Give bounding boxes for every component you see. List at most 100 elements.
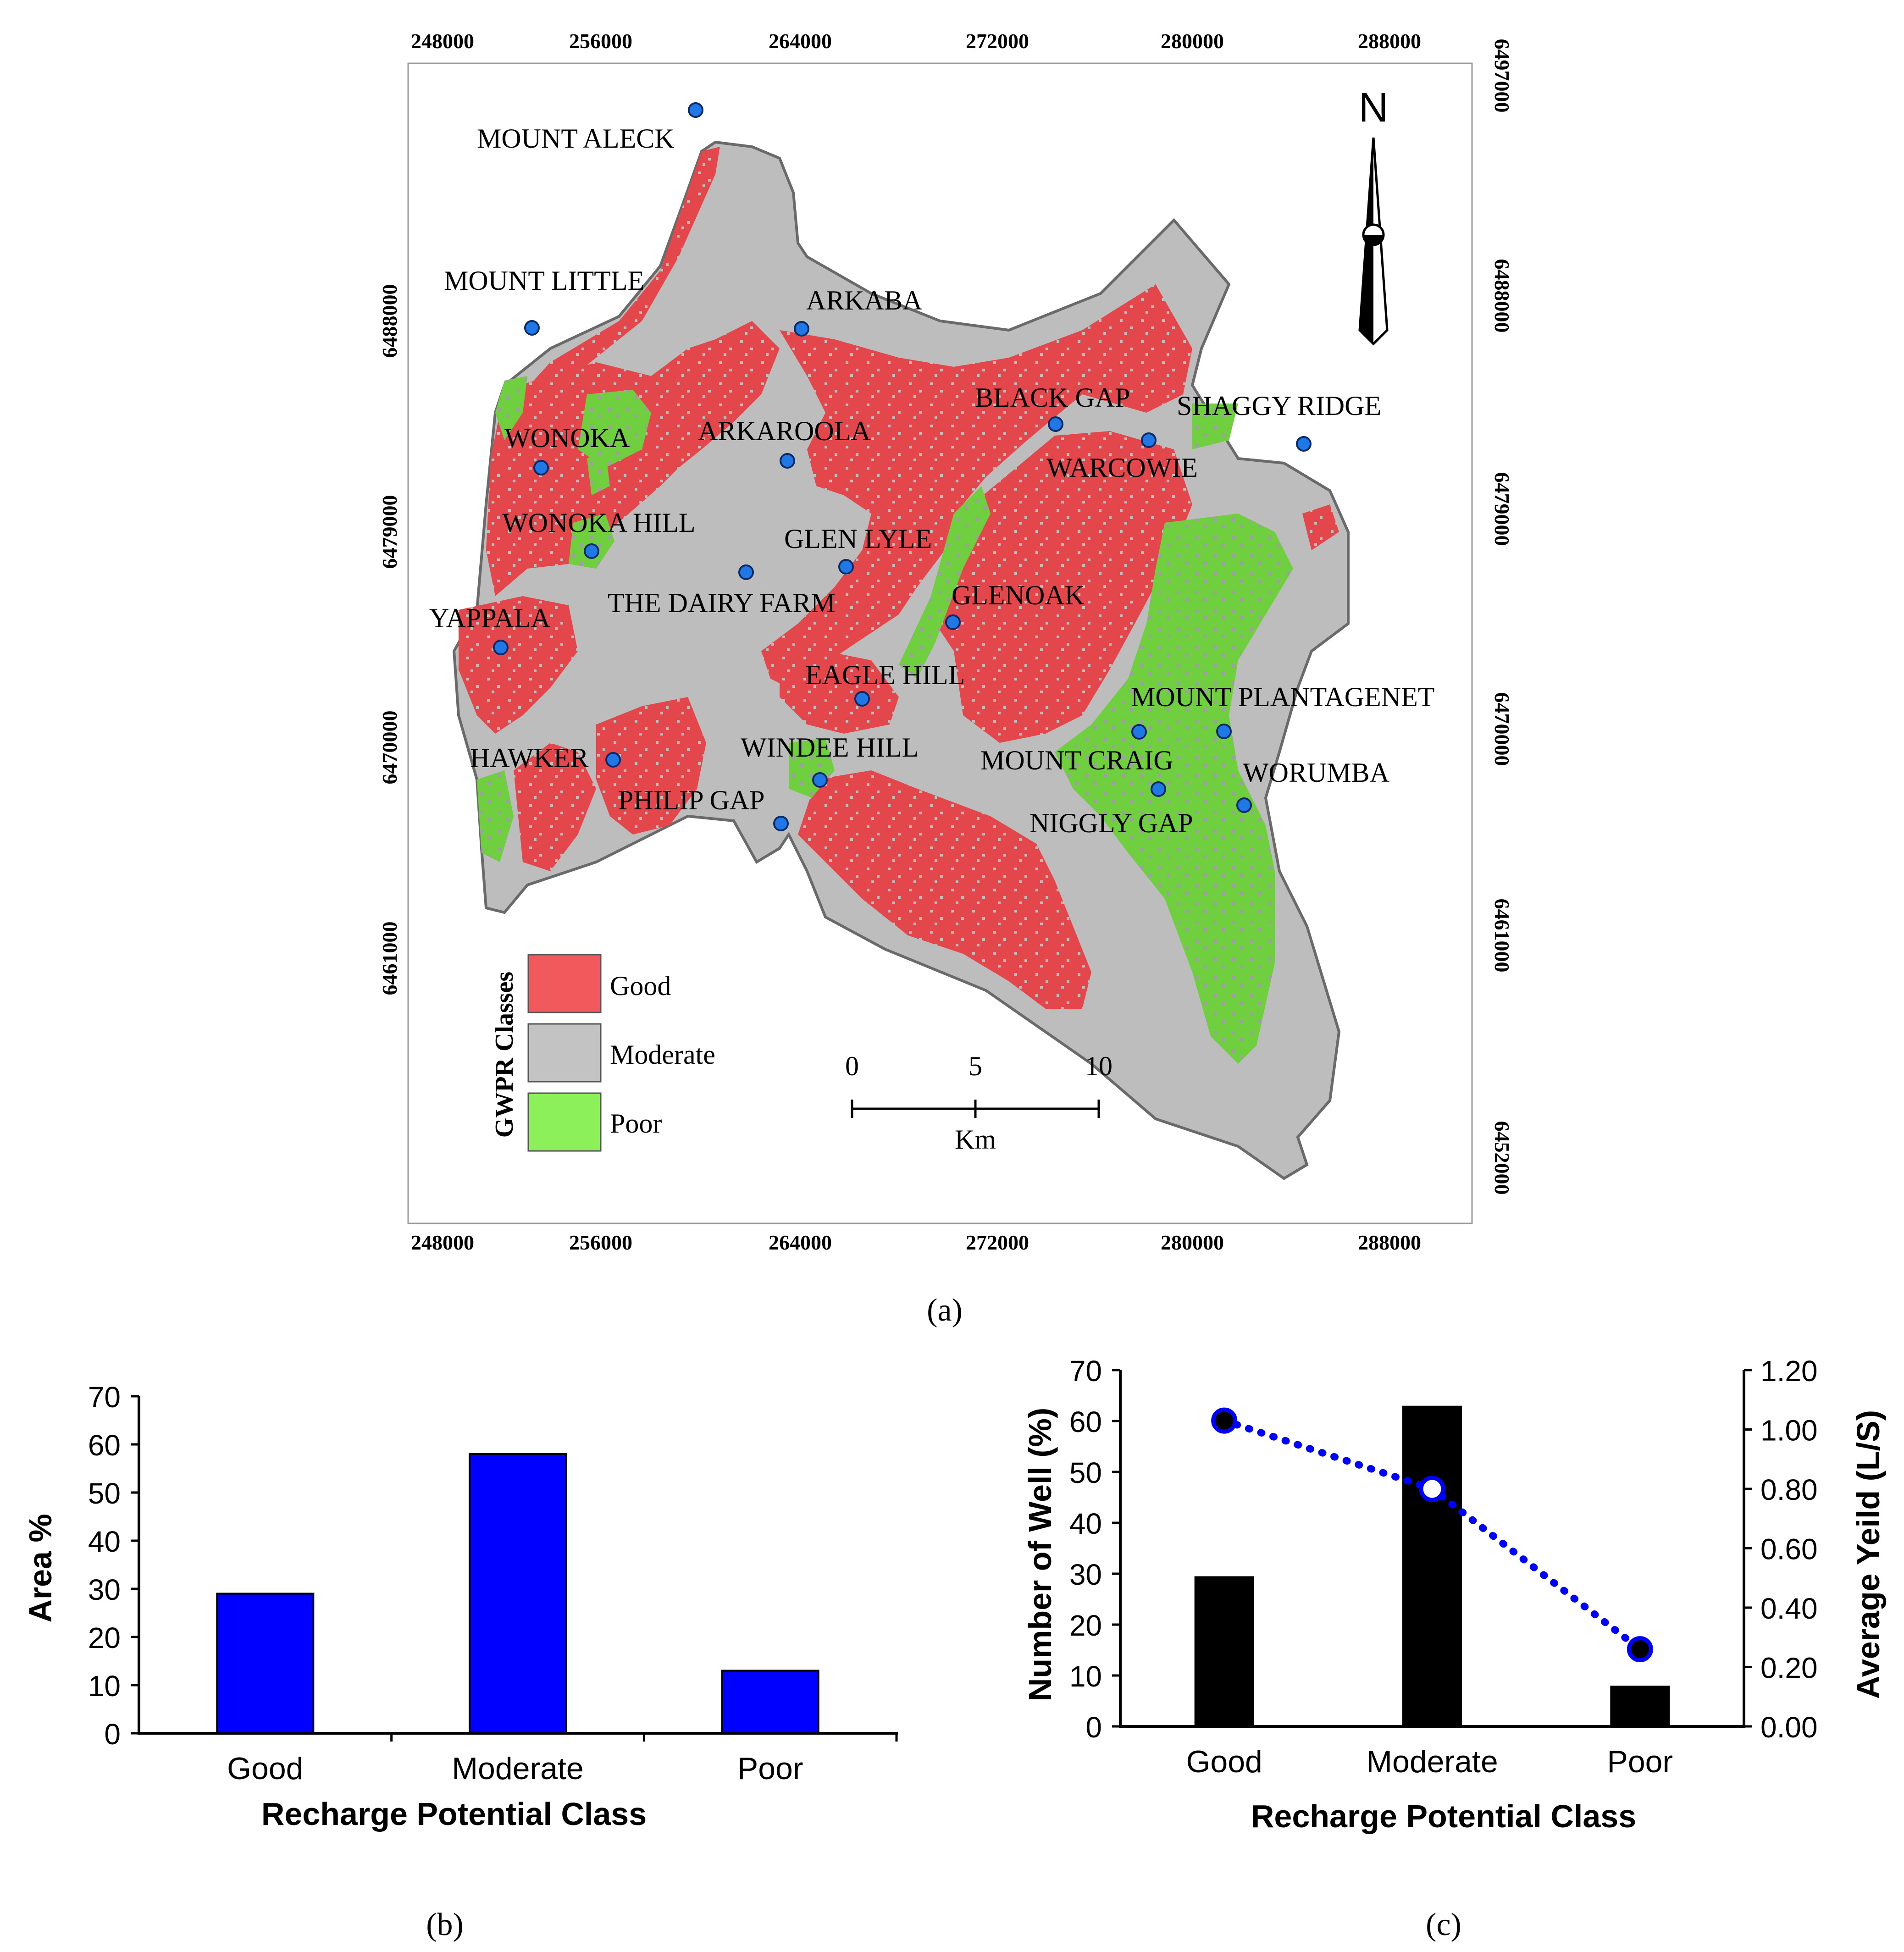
legend-swatch-good [527, 954, 602, 1013]
place-marker[interactable] [1141, 432, 1157, 448]
place-marker[interactable] [584, 543, 599, 559]
place-marker[interactable] [1296, 436, 1312, 452]
chart-c-y2-tick-label: 1.00 [1760, 1414, 1818, 1447]
y-tick-left-2: 6479000 [378, 495, 401, 569]
scale-bar: 0 5 10 Km [845, 1051, 1113, 1155]
map-y-ticks-right: 6497000 6488000 6479000 6470000 6461000 … [1490, 39, 1514, 1195]
place-marker[interactable] [812, 772, 828, 788]
place-marker[interactable] [838, 559, 854, 575]
north-arrow-label: N [1359, 85, 1389, 131]
legend-label-moderate: Moderate [610, 1040, 715, 1070]
place-marker[interactable] [533, 460, 549, 476]
chart-c-yield-point [1627, 1636, 1653, 1663]
chart-c-y-tick-label: 10 [1069, 1660, 1102, 1693]
place-label: YAPPALA [429, 603, 551, 633]
place-marker[interactable] [605, 752, 621, 768]
chart-c-y-tick-label: 50 [1069, 1456, 1102, 1489]
chart-b-y-tick-label: 40 [88, 1525, 121, 1558]
scale-tick-0: 0 [845, 1051, 859, 1081]
chart-c-category-label: Good [1186, 1744, 1262, 1779]
place-marker[interactable] [945, 614, 961, 630]
place-marker[interactable] [1048, 416, 1063, 432]
y-tick-right-2: 6479000 [1490, 472, 1514, 546]
x-tick-top-5: 288000 [1358, 29, 1421, 53]
chart-c-category-label: Poor [1607, 1744, 1673, 1779]
place-labels: MOUNT ALECK MOUNT LITTLE ARKABA BLACK GA… [429, 123, 1434, 838]
chart-c-y-tick-label: 30 [1069, 1558, 1102, 1591]
chart-c-y2-tick-label: 0.60 [1760, 1533, 1818, 1566]
chart-c-y2-tick-label: 1.20 [1760, 1355, 1818, 1388]
place-marker[interactable] [1131, 724, 1147, 740]
place-marker[interactable] [1216, 724, 1232, 739]
place-label: SHAGGY RIDGE [1177, 391, 1381, 421]
y-tick-right-3: 6470000 [1490, 692, 1514, 766]
place-marker[interactable] [1151, 781, 1166, 797]
legend-swatch-poor [527, 1092, 602, 1152]
place-marker[interactable] [773, 816, 789, 831]
map-panel: 248000 256000 264000 272000 280000 28800… [378, 29, 1514, 1328]
chart-c-y-tick-label: 0 [1085, 1711, 1102, 1744]
place-label: HAWKER [470, 743, 589, 773]
caption-c: (c) [1426, 1907, 1461, 1942]
y-tick-left-1: 6488000 [378, 284, 401, 358]
place-label: WONOKA HILL [502, 508, 696, 538]
x-tick-top-1: 256000 [569, 29, 632, 53]
chart-c-wells-yield: 0 10 20 30 40 50 60 70 0.00 0.20 0.40 0.60 0.80 1.00… [1022, 1355, 1886, 1942]
chart-b-ylabel: Area % [22, 1514, 58, 1622]
place-marker[interactable] [1236, 797, 1252, 813]
place-label: BLACK GAP [975, 382, 1130, 413]
place-label: WORUMBA [1243, 758, 1389, 788]
chart-b-y-tick-label: 20 [88, 1621, 121, 1654]
place-marker[interactable] [524, 320, 540, 336]
chart-c-bars [1194, 1405, 1670, 1726]
chart-b-y-tick-label: 70 [88, 1381, 121, 1414]
chart-b-y-tick-label: 10 [88, 1670, 121, 1703]
place-label: MOUNT LITTLE [444, 265, 644, 296]
x-tick-bottom-0: 248000 [411, 1231, 474, 1254]
place-marker[interactable] [688, 102, 703, 118]
chart-b-bar [216, 1593, 315, 1734]
chart-c-ylabel: Number of Well (%) [1022, 1408, 1058, 1701]
x-tick-top-2: 264000 [769, 29, 832, 53]
chart-c-y-tick-label: 20 [1069, 1609, 1102, 1642]
place-marker[interactable] [794, 321, 809, 337]
y-tick-right-5: 6452000 [1490, 1121, 1514, 1195]
chart-c-y2-tick-label: 0.80 [1760, 1473, 1818, 1506]
x-tick-top-3: 272000 [966, 29, 1029, 53]
poor-recharge-zones [477, 376, 1293, 1064]
chart-b-bar [721, 1670, 819, 1734]
chart-b-x-ticks [390, 1733, 898, 1742]
chart-b-category-label: Poor [737, 1751, 803, 1786]
place-marker[interactable] [738, 564, 754, 580]
chart-b-bar [469, 1453, 567, 1734]
chart-c-y-tick-label: 60 [1069, 1405, 1102, 1438]
place-marker[interactable] [493, 640, 509, 655]
legend-title: GWPR Classes [490, 972, 519, 1138]
north-arrow: N [1358, 85, 1389, 346]
place-label: ARKAROOLA [698, 416, 871, 446]
chart-c-y-tick-label: 40 [1069, 1507, 1102, 1540]
place-label: EAGLE HILL [805, 660, 965, 690]
y-tick-left-4: 6461000 [378, 922, 401, 995]
map-legend: GWPR Classes Good Moderate Poor [490, 954, 715, 1152]
legend-label-good: Good [610, 971, 671, 1001]
place-marker[interactable] [780, 453, 795, 469]
chart-c-category-label: Moderate [1366, 1744, 1498, 1779]
caption-a: (a) [927, 1293, 963, 1328]
place-label: THE DAIRY FARM [608, 588, 836, 618]
chart-c-xlabel: Recharge Potential Class [1251, 1798, 1636, 1834]
chart-c-y-tick-label: 70 [1069, 1355, 1102, 1388]
scale-unit: Km [955, 1124, 996, 1155]
legend-label-poor: Poor [610, 1108, 662, 1139]
place-marker[interactable] [854, 691, 870, 707]
legend-swatch-moderate [527, 1023, 602, 1083]
chart-c-yield-point [1419, 1476, 1445, 1502]
map-x-ticks-bottom: 248000 256000 264000 272000 280000 28800… [411, 1231, 1421, 1254]
place-label: NIGGLY GAP [1029, 808, 1193, 838]
scale-tick-5: 5 [969, 1051, 982, 1081]
chart-c-y2-tick-label: 0.40 [1760, 1592, 1818, 1625]
map-x-ticks-top: 248000 256000 264000 272000 280000 28800… [411, 29, 1421, 53]
chart-b-category-label: Moderate [452, 1751, 583, 1786]
